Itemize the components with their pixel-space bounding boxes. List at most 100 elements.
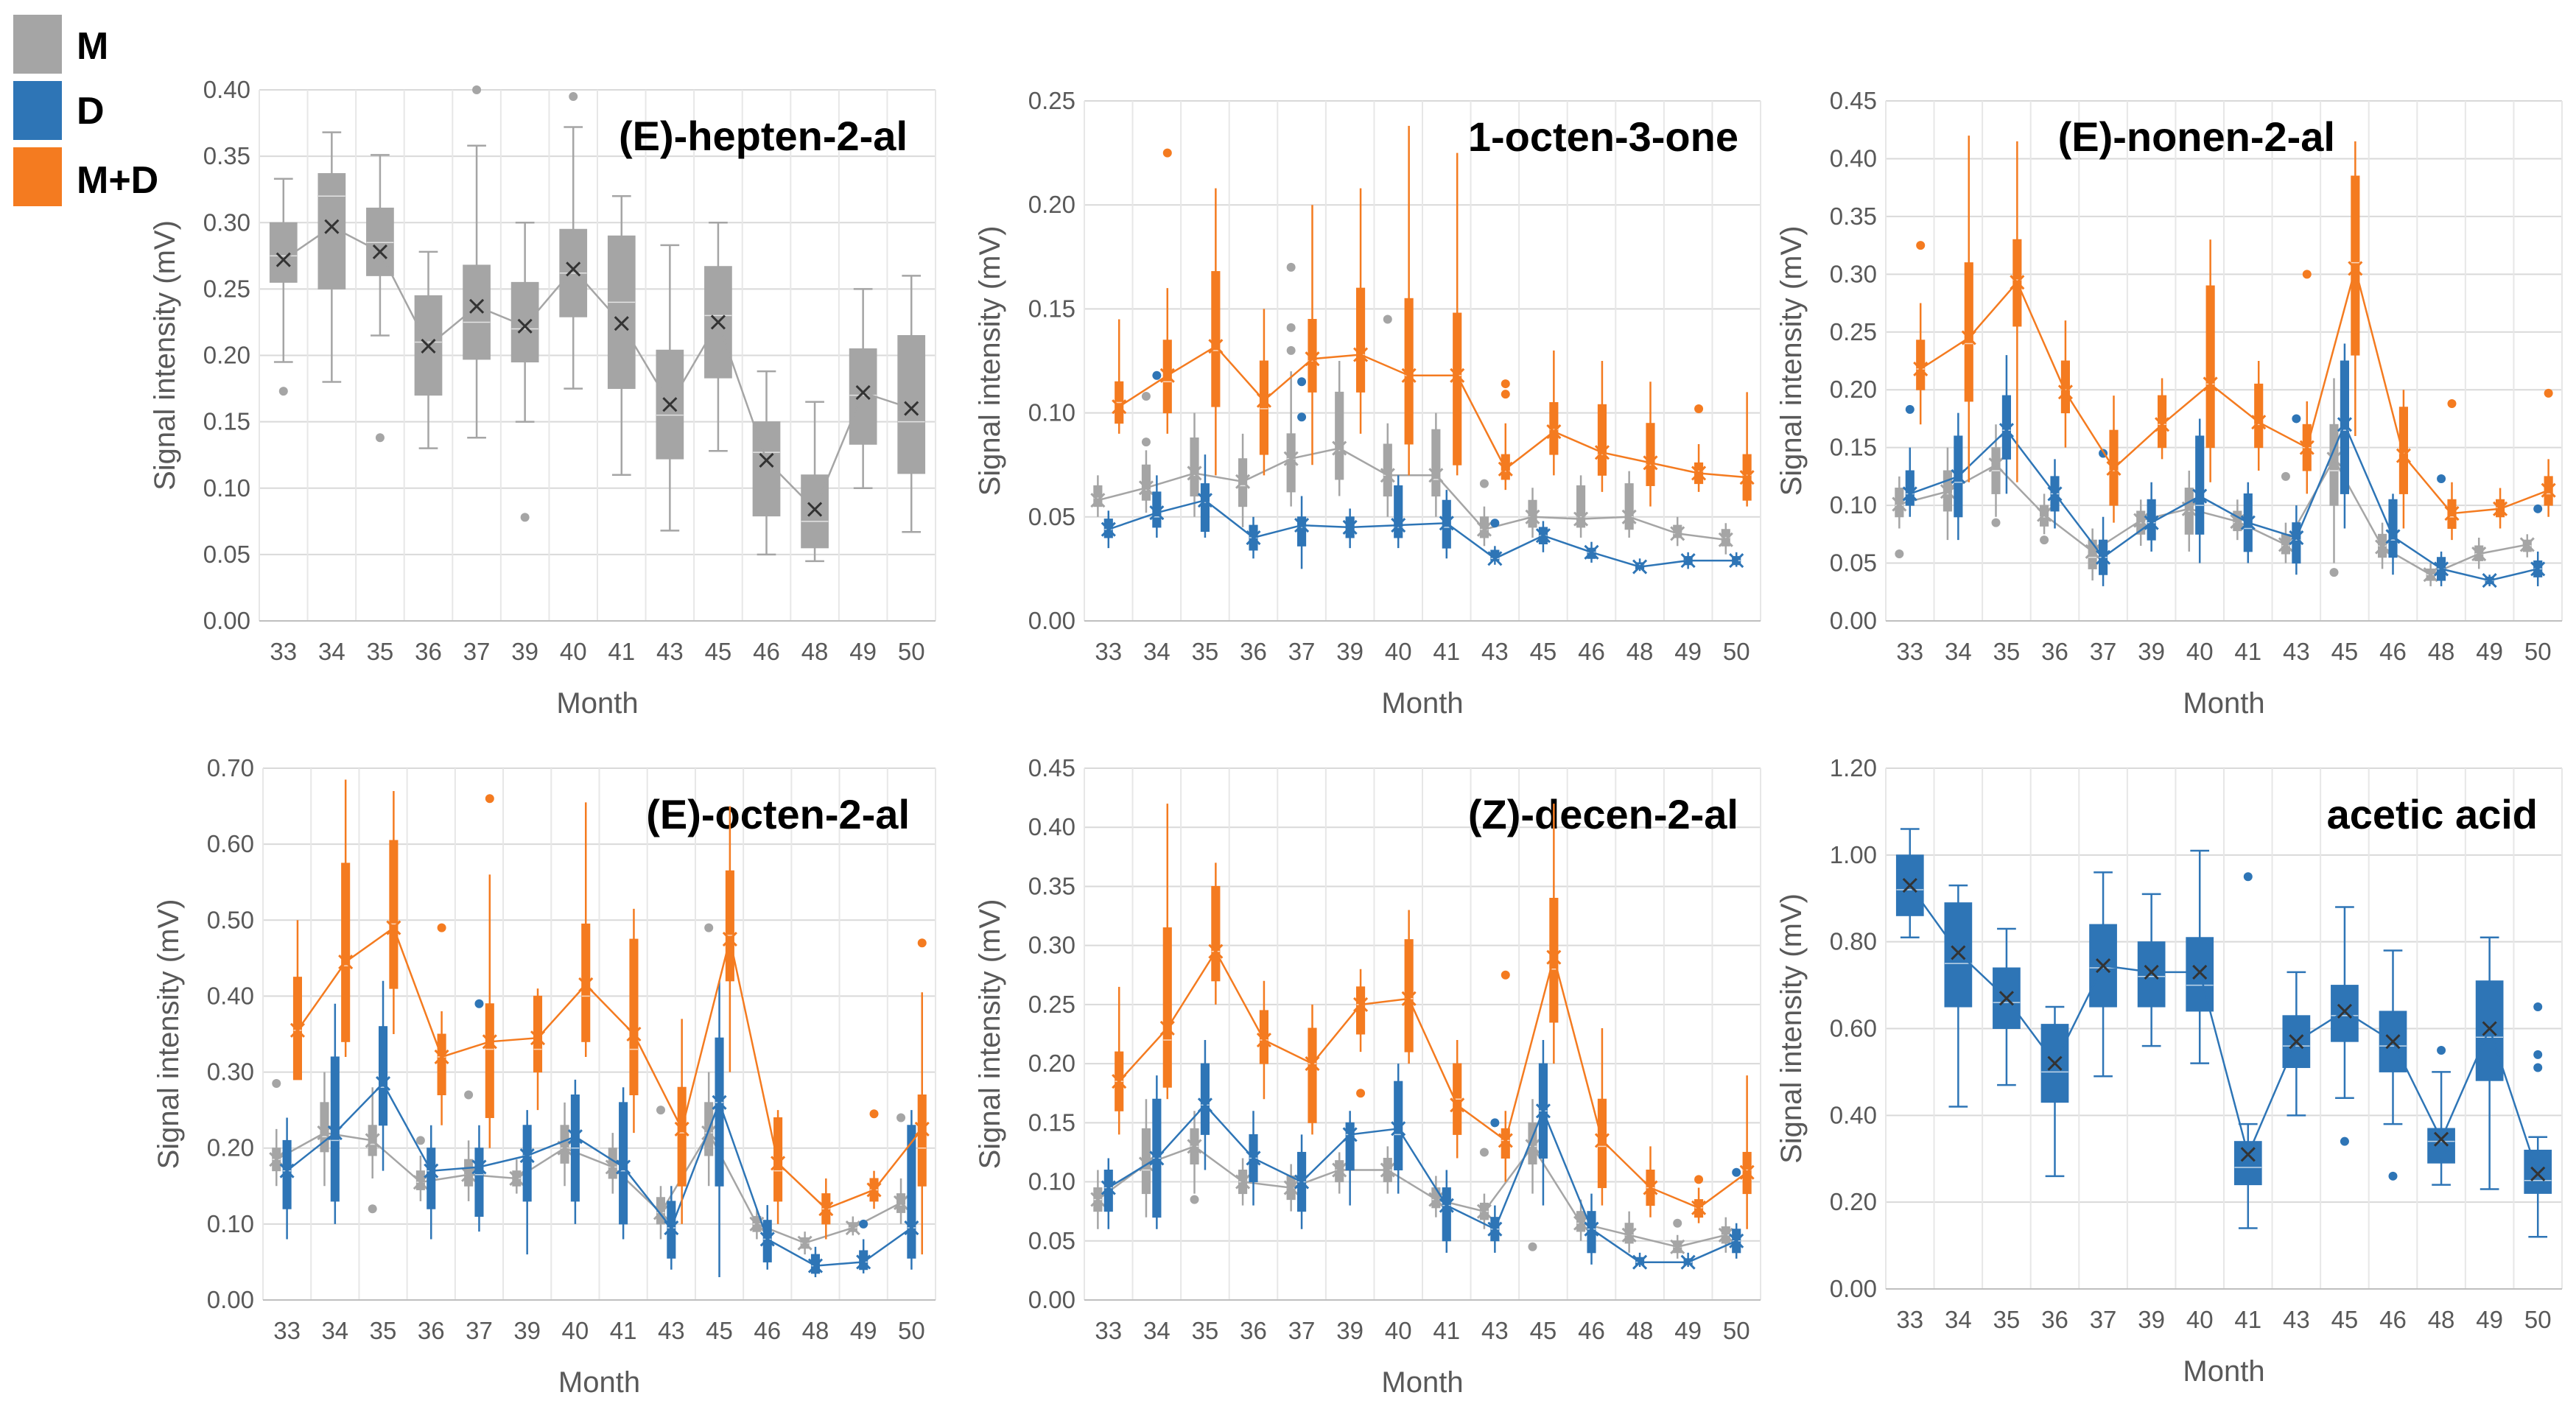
mean-marker bbox=[1401, 368, 1417, 383]
series-md bbox=[1112, 804, 1755, 1229]
mean-marker bbox=[2385, 529, 2401, 544]
box bbox=[1308, 1027, 1317, 1123]
mean-marker bbox=[2096, 549, 2111, 565]
mean-marker bbox=[2541, 482, 2556, 498]
outlier-point bbox=[1501, 970, 1510, 980]
x-axis-title: Month bbox=[2183, 1355, 2264, 1388]
y-tick-label: 0.05 bbox=[1028, 503, 1075, 530]
x-tick-label: 35 bbox=[1993, 1306, 2021, 1333]
y-tick-label: 0.25 bbox=[203, 275, 250, 302]
box bbox=[629, 938, 639, 1096]
mean-marker bbox=[1546, 424, 1562, 440]
outlier-point bbox=[896, 1113, 906, 1122]
mean-marker bbox=[2278, 537, 2293, 552]
box bbox=[1335, 391, 1344, 480]
mean-marker bbox=[469, 298, 485, 314]
x-tick-label: 39 bbox=[1336, 1317, 1364, 1344]
mean-marker bbox=[2396, 448, 2411, 463]
y-tick-label: 0.60 bbox=[207, 830, 254, 857]
mean-marker bbox=[338, 954, 354, 970]
mean-marker bbox=[1101, 1180, 1116, 1195]
mean-marker bbox=[578, 977, 594, 993]
mean-marker bbox=[1305, 351, 1320, 367]
mean-marker bbox=[509, 1170, 524, 1187]
y-tick-label: 0.00 bbox=[1028, 1286, 1075, 1313]
box bbox=[292, 977, 302, 1081]
mean-marker bbox=[471, 1159, 487, 1175]
x-tick-label: 37 bbox=[1288, 638, 1316, 665]
x-tick-label: 35 bbox=[1192, 1317, 1219, 1344]
y-tick-label: 0.15 bbox=[1028, 295, 1075, 322]
x-tick-label: 45 bbox=[1530, 1317, 1557, 1344]
x-tick-label: 40 bbox=[562, 1317, 589, 1344]
mean-marker bbox=[759, 452, 774, 468]
outlier-point bbox=[415, 1136, 425, 1145]
chart-panels: 0.00 0.05 0.10 0.15 0.20 0.25 0.30 0.35 0.40 33 34… bbox=[149, 76, 2563, 1399]
outlier-point bbox=[520, 513, 530, 522]
y-tick-label: 0.30 bbox=[207, 1058, 254, 1086]
box bbox=[1624, 483, 1634, 530]
outlier-point bbox=[1141, 438, 1151, 447]
box bbox=[474, 1148, 484, 1217]
x-tick-label: 48 bbox=[2428, 1306, 2455, 1333]
box bbox=[378, 1026, 388, 1126]
y-tick-label: 0.35 bbox=[203, 142, 250, 169]
x-tick-label: 49 bbox=[2476, 1306, 2503, 1333]
y-tick-label: 0.40 bbox=[207, 982, 254, 1009]
outlier-point bbox=[2302, 270, 2312, 279]
mean-marker bbox=[1998, 991, 2014, 1006]
x-tick-label: 36 bbox=[1240, 638, 1267, 665]
mean-marker bbox=[771, 1156, 786, 1171]
x-tick-label: 33 bbox=[270, 638, 297, 665]
y-tick-label: 1.00 bbox=[1830, 841, 1877, 868]
x-tick-label: 35 bbox=[1993, 638, 2021, 665]
mean-marker bbox=[1294, 518, 1310, 533]
x-tick-label: 35 bbox=[370, 1317, 397, 1344]
mean-marker bbox=[1208, 339, 1224, 354]
mean-marker bbox=[2251, 415, 2267, 430]
box bbox=[1355, 986, 1366, 1035]
x-tick-label: 34 bbox=[1143, 638, 1171, 665]
mean-line bbox=[1920, 264, 2549, 515]
mean-marker bbox=[626, 1026, 642, 1042]
mean-marker bbox=[1353, 997, 1369, 1012]
box bbox=[414, 295, 443, 396]
mean-marker bbox=[1235, 474, 1251, 489]
mean-marker bbox=[1498, 461, 1513, 477]
x-tick-label: 45 bbox=[2331, 1306, 2359, 1333]
box bbox=[907, 1125, 916, 1259]
mean-marker bbox=[461, 1167, 477, 1182]
mean-marker bbox=[1632, 1254, 1648, 1270]
x-tick-label: 35 bbox=[1192, 638, 1219, 665]
mean-marker bbox=[1594, 1133, 1610, 1148]
x-tick-label: 39 bbox=[2138, 638, 2165, 665]
mean-marker bbox=[1961, 330, 1976, 345]
mean-marker bbox=[1208, 944, 1224, 959]
outlier-point bbox=[859, 1219, 868, 1229]
mean-marker bbox=[1450, 1097, 1465, 1113]
y-axis-title: Signal intensity (mV) bbox=[974, 226, 1006, 496]
outlier-point bbox=[1694, 1175, 1704, 1184]
outlier-point bbox=[1286, 262, 1296, 272]
mean-marker bbox=[1902, 486, 1917, 502]
x-tick-label: 37 bbox=[2090, 1306, 2117, 1333]
x-tick-label: 34 bbox=[1945, 1306, 1972, 1333]
outlier-point bbox=[869, 1109, 879, 1119]
mean-marker bbox=[1294, 1174, 1310, 1190]
x-tick-label: 46 bbox=[754, 1317, 781, 1344]
y-tick-label: 0.30 bbox=[1028, 932, 1075, 959]
mean-marker bbox=[1332, 1162, 1347, 1178]
outlier-point bbox=[472, 85, 482, 94]
mean-marker bbox=[1998, 423, 2014, 438]
mean-marker bbox=[701, 1125, 717, 1141]
mean-line bbox=[1909, 885, 2539, 1175]
legend-label-m: M bbox=[77, 25, 108, 68]
mean-marker bbox=[530, 1030, 546, 1046]
mean-marker bbox=[1487, 551, 1503, 566]
mean-marker bbox=[1256, 393, 1271, 408]
mean-marker bbox=[2203, 376, 2218, 392]
outlier-point bbox=[1356, 1089, 1366, 1098]
mean-marker bbox=[1197, 493, 1212, 508]
outlier-point bbox=[1479, 1148, 1489, 1157]
